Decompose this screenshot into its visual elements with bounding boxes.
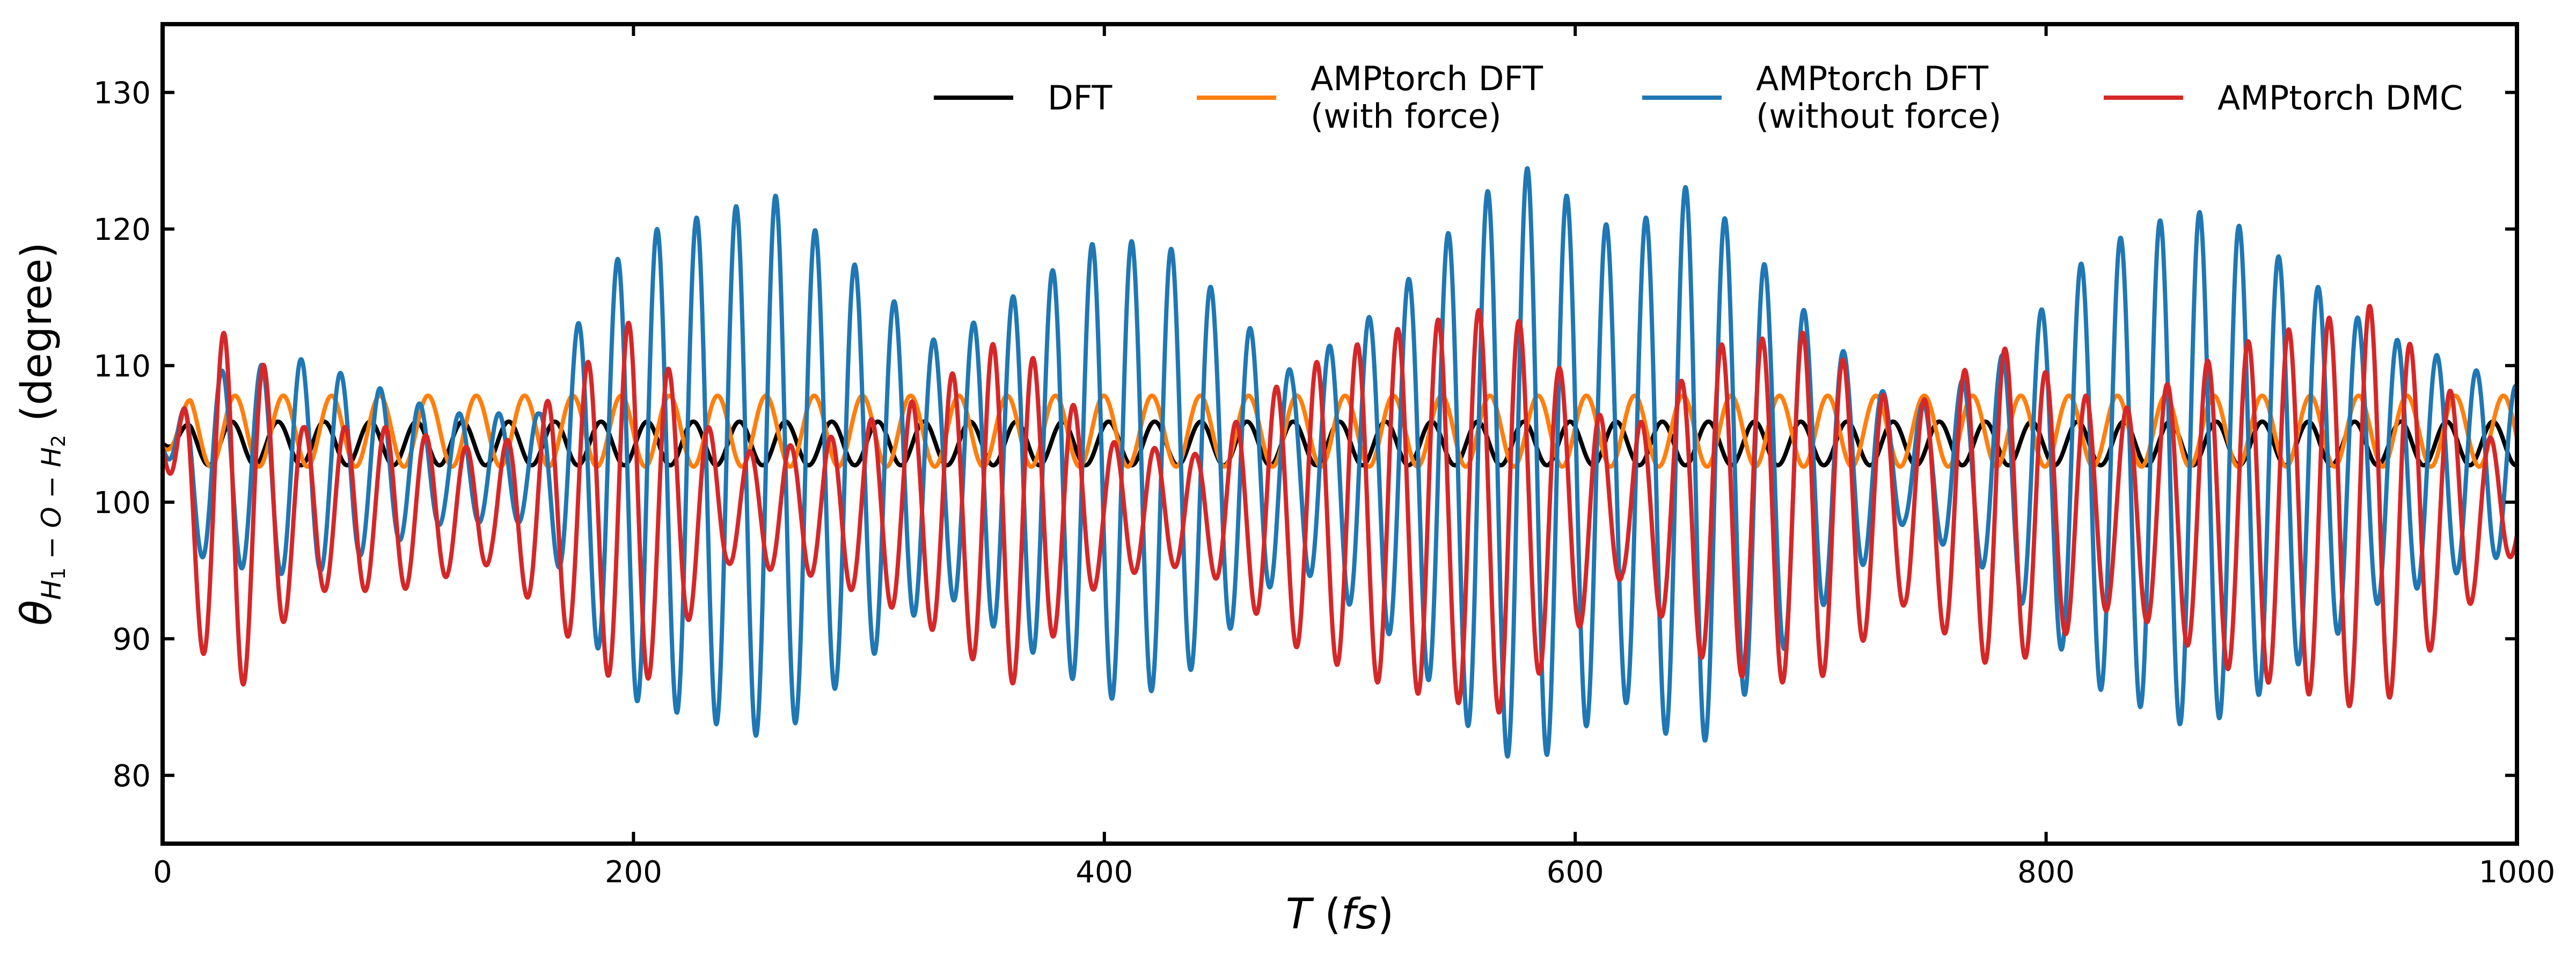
y-tick-label: 80 [113,759,151,794]
ticks-layer: 0 200 400 600 800 1000 80 90 100 110 120 130 [93,24,2555,890]
y-tick-label: 100 [93,486,151,521]
legend-label: AMPtorch DFT [1756,59,1989,98]
y-axis-title: θH1 − O − H2 (degree) [13,242,70,625]
legend-label: AMPtorch DFT [1311,59,1543,98]
series-line-4 [160,304,2519,715]
y-tick-label: 110 [93,349,151,384]
x-tick-label: 200 [605,855,662,890]
legend: DFT AMPtorch DFT(with force)AMPtorch DFT(… [934,59,2463,136]
legend-label: AMPtorch DMC [2218,78,2463,118]
y-tick-label: 120 [93,213,151,247]
x-tick-label: 400 [1075,855,1133,890]
legend-label-sub: (with force) [1311,97,1502,136]
x-tick-label: 600 [1547,855,1604,890]
x-tick-label: 0 [153,855,172,890]
series-layer [160,166,2519,759]
plot-frame [160,22,2519,846]
y-tick-label: 130 [93,76,151,111]
x-axis-title: T (fs) [1286,890,1394,939]
y-tick-label: 90 [113,622,151,657]
series-line-3 [160,166,2519,759]
legend-label-sub: (without force) [1756,97,2001,136]
x-tick-label: 800 [2017,855,2075,890]
x-tick-label: 1000 [2479,855,2556,890]
legend-label: DFT [1048,78,1113,118]
